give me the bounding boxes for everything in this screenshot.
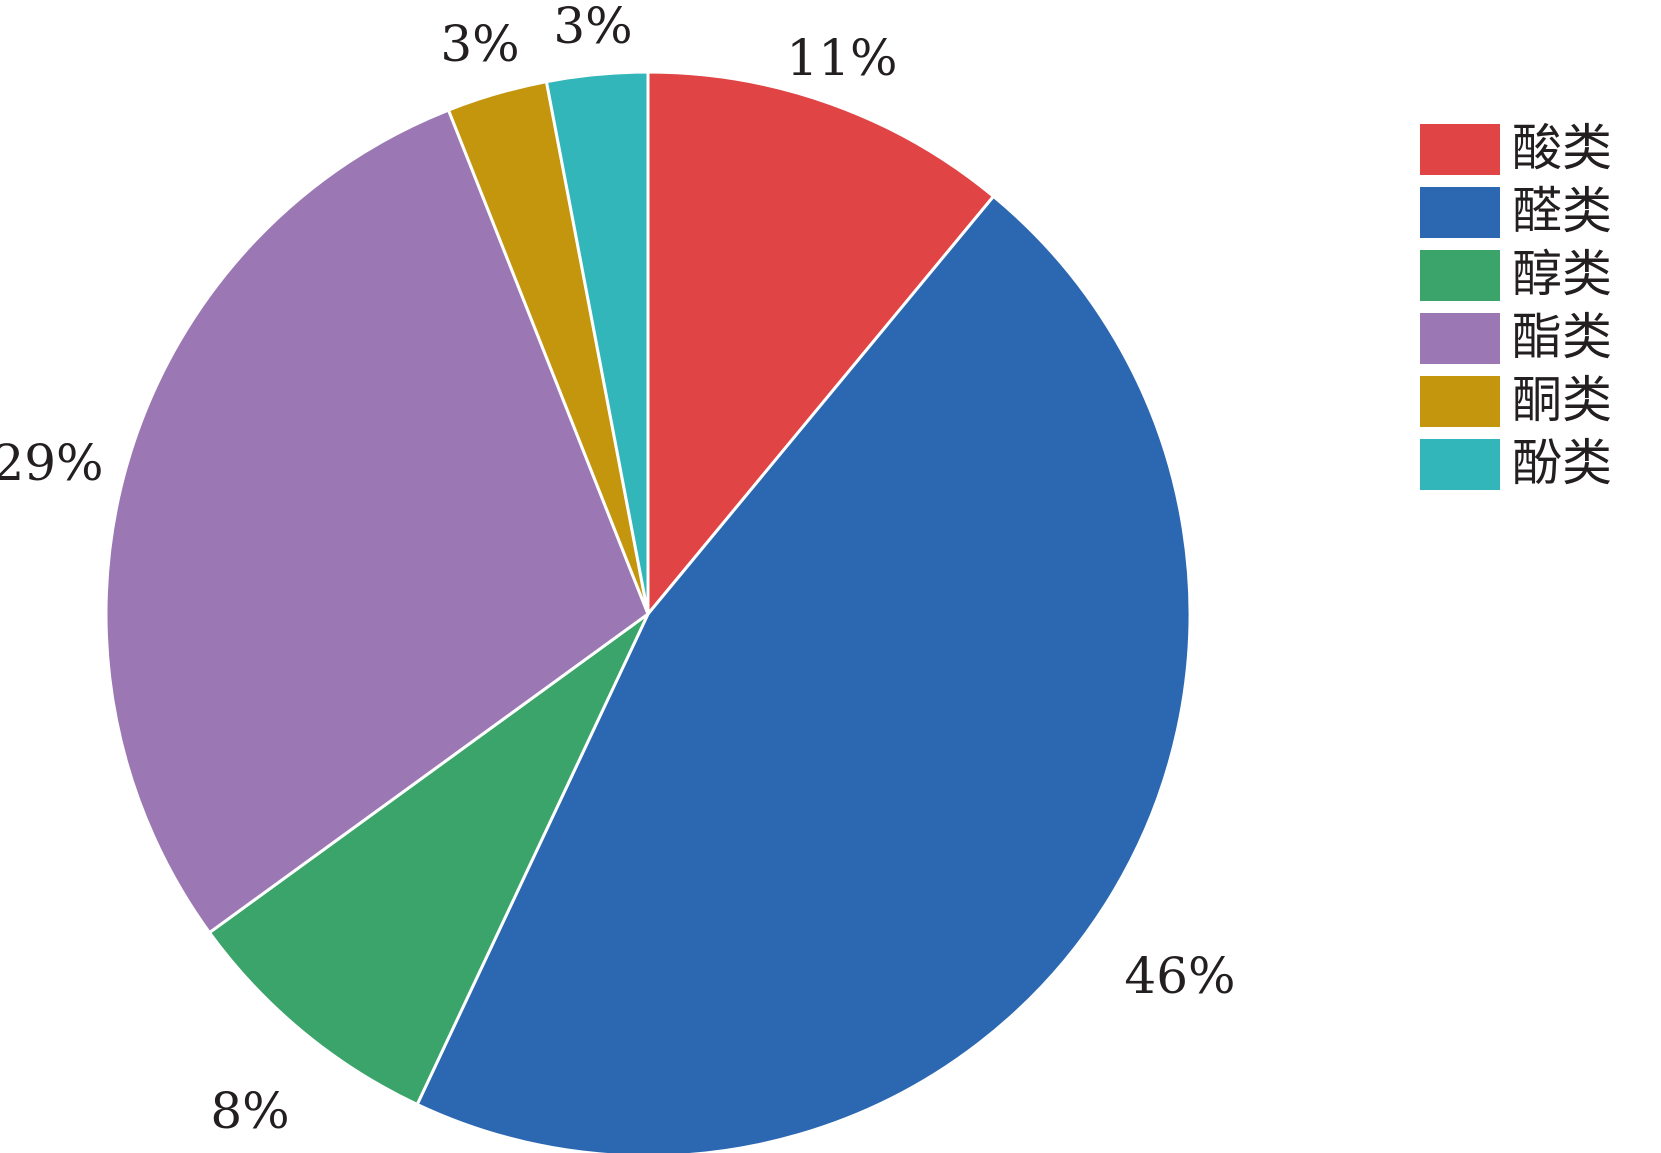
slice-label-4: 29% <box>0 434 104 492</box>
slice-label-6: 3% <box>553 0 632 55</box>
pie-slice-4 <box>104 108 650 935</box>
legend-swatch-1 <box>1420 124 1500 175</box>
legend-swatch-5 <box>1420 376 1500 427</box>
pie-slice-3 <box>207 612 650 1107</box>
pie-slices <box>104 70 1192 1153</box>
pie-slice-1 <box>646 70 996 619</box>
legend-swatch-3 <box>1420 250 1500 301</box>
legend-swatch-6 <box>1420 439 1500 490</box>
pie-slice-2 <box>415 194 1192 1153</box>
legend-label-2: 醛类 <box>1512 182 1612 240</box>
legend-swatch-2 <box>1420 187 1500 238</box>
slice-label-2: 46% <box>1124 947 1235 1005</box>
slice-labels: 11% 46% 8% 29% 3% 3% <box>0 0 1236 1140</box>
legend-label-4: 酯类 <box>1512 308 1612 366</box>
slice-label-5: 3% <box>440 15 519 73</box>
legend-label-1: 酸类 <box>1512 119 1612 177</box>
legend-label-5: 酮类 <box>1512 371 1612 429</box>
slice-label-3: 8% <box>210 1082 289 1140</box>
legend-label-3: 醇类 <box>1512 245 1612 303</box>
pie-slice-6 <box>544 70 650 615</box>
legend-label-6: 酚类 <box>1512 434 1612 492</box>
legend-swatch-4 <box>1420 313 1500 364</box>
slice-label-1: 11% <box>786 29 897 87</box>
